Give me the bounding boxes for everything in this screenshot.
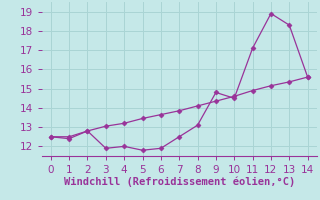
X-axis label: Windchill (Refroidissement éolien,°C): Windchill (Refroidissement éolien,°C) — [64, 176, 295, 187]
